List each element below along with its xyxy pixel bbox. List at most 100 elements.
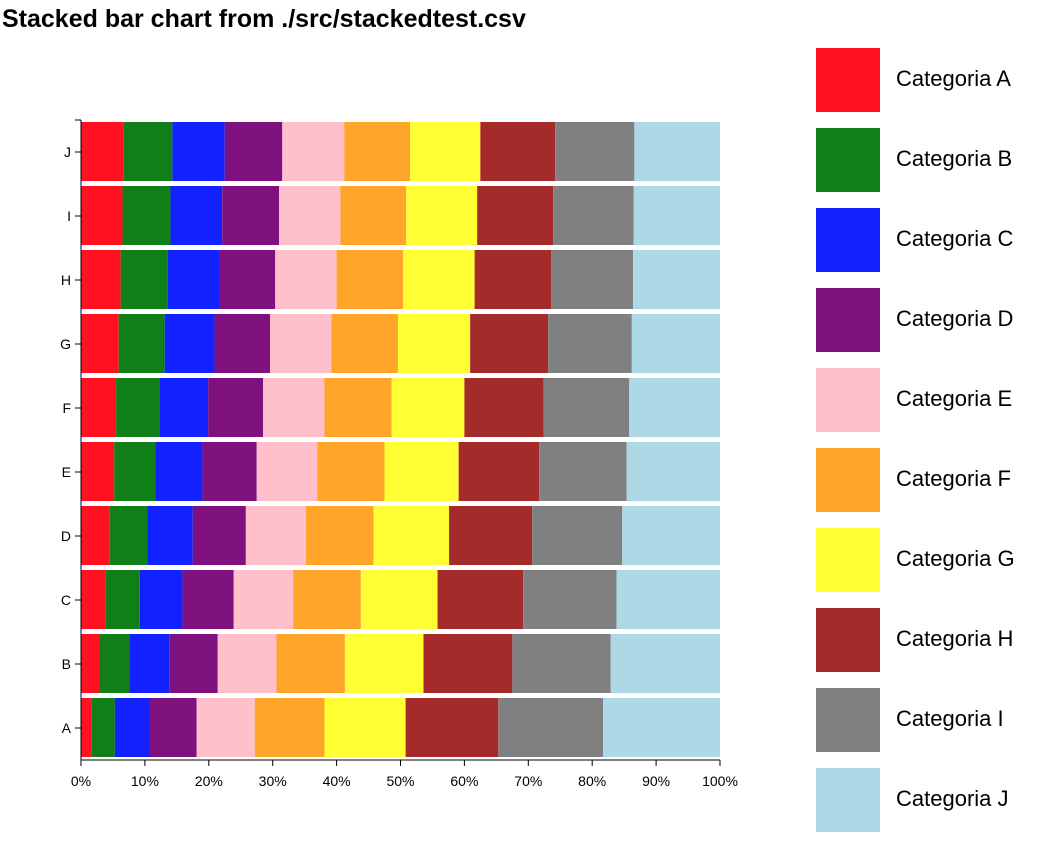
bar-segment-g-4 — [214, 314, 271, 373]
bar-segment-c-1 — [81, 570, 106, 629]
bar-segment-g-5 — [270, 314, 332, 373]
legend-swatch-7 — [816, 528, 880, 592]
bar-segment-d-9 — [532, 506, 623, 565]
y-tick-label-b: B — [62, 656, 71, 672]
bar-segment-f-10 — [629, 378, 720, 437]
bar-segment-i-7 — [406, 186, 478, 245]
bar-segment-j-3 — [172, 122, 225, 181]
bar-segment-f-7 — [391, 378, 465, 437]
bar-segment-e-7 — [384, 442, 459, 501]
bar-segment-d-10 — [622, 506, 720, 565]
bar-segment-j-10 — [634, 122, 720, 181]
bar-segment-f-2 — [116, 378, 160, 437]
bar-segment-f-5 — [263, 378, 325, 437]
x-tick-label: 10% — [131, 773, 159, 789]
bar-segment-b-5 — [217, 634, 277, 693]
bar-segment-b-1 — [81, 634, 100, 693]
legend-swatch-8 — [816, 608, 880, 672]
bar-segment-a-3 — [114, 698, 151, 757]
bar-segment-e-5 — [256, 442, 318, 501]
y-tick-label-d: D — [61, 528, 71, 544]
legend: Categoria A Categoria B Categoria C Categor… — [816, 48, 1015, 832]
x-tick-label: 70% — [514, 773, 542, 789]
bar-segment-h-9 — [551, 250, 634, 309]
bar-segment-f-3 — [159, 378, 209, 437]
bar-segment-a-4 — [150, 698, 197, 757]
legend-swatch-9 — [816, 688, 880, 752]
bar-segment-f-6 — [324, 378, 392, 437]
bar-segment-h-7 — [403, 250, 475, 309]
bar-segment-e-3 — [155, 442, 203, 501]
x-tick-label: 90% — [642, 773, 670, 789]
legend-swatch-6 — [816, 448, 880, 512]
bar-segment-g-1 — [81, 314, 119, 373]
x-tick-label: 0% — [71, 773, 91, 789]
chart-title: Stacked bar chart from ./src/stackedtest… — [2, 5, 526, 33]
bar-segment-i-2 — [122, 186, 171, 245]
y-tick-label-f: F — [62, 400, 71, 416]
bar-segment-h-8 — [474, 250, 552, 309]
bar-segment-e-1 — [81, 442, 115, 501]
bar-segment-j-2 — [123, 122, 173, 181]
bar-segment-g-3 — [164, 314, 215, 373]
bar-segment-d-2 — [109, 506, 148, 565]
legend-swatch-3 — [816, 208, 880, 272]
bar-segment-c-10 — [616, 570, 720, 629]
y-tick-label-h: H — [61, 272, 71, 288]
bar-segment-j-1 — [81, 122, 124, 181]
legend-label-10: Categoria J — [896, 786, 1009, 811]
bar-segment-c-7 — [360, 570, 438, 629]
bar-segment-a-6 — [254, 698, 325, 757]
x-tick-label: 20% — [195, 773, 223, 789]
bar-segment-i-1 — [81, 186, 123, 245]
bar-segment-j-4 — [224, 122, 283, 181]
y-axis: A B C D E F G H I J — [60, 119, 82, 760]
bar-segment-b-6 — [276, 634, 345, 693]
y-tick-label-c: C — [61, 592, 71, 608]
bar-segment-h-3 — [167, 250, 220, 309]
bar-segment-f-9 — [543, 378, 630, 437]
bar-segment-h-4 — [219, 250, 276, 309]
bar-segment-i-6 — [340, 186, 407, 245]
legend-label-2: Categoria B — [896, 146, 1012, 171]
bar-segment-i-4 — [222, 186, 280, 245]
bar-segment-a-7 — [324, 698, 406, 757]
bar-segment-e-4 — [202, 442, 257, 501]
legend-swatch-2 — [816, 128, 880, 192]
x-tick-label: 30% — [259, 773, 287, 789]
bar-segment-e-10 — [626, 442, 720, 501]
legend-label-4: Categoria D — [896, 306, 1013, 331]
legend-swatch-1 — [816, 48, 880, 112]
legend-label-1: Categoria A — [896, 66, 1011, 91]
bar-segment-d-4 — [192, 506, 246, 565]
bar-segment-b-7 — [344, 634, 424, 693]
legend-swatch-5 — [816, 368, 880, 432]
legend-label-5: Categoria E — [896, 386, 1012, 411]
legend-label-6: Categoria F — [896, 466, 1011, 491]
bar-segment-b-9 — [512, 634, 611, 693]
legend-label-3: Categoria C — [896, 226, 1014, 251]
bar-segment-d-8 — [449, 506, 533, 565]
bar-segment-b-2 — [99, 634, 130, 693]
y-tick-label-g: G — [60, 336, 71, 352]
bar-segment-j-9 — [555, 122, 635, 181]
bar-segment-h-6 — [336, 250, 404, 309]
y-tick-label-i: I — [67, 208, 71, 224]
bar-segment-a-9 — [498, 698, 604, 757]
bar-segment-g-7 — [397, 314, 471, 373]
bar-segment-h-1 — [81, 250, 121, 309]
x-tick-label: 100% — [702, 773, 738, 789]
bar-segment-e-2 — [114, 442, 156, 501]
bar-segment-i-5 — [279, 186, 341, 245]
bar-segment-g-2 — [118, 314, 165, 373]
bar-segment-c-6 — [293, 570, 361, 629]
bar-segment-j-7 — [410, 122, 481, 181]
bar-segment-b-10 — [610, 634, 720, 693]
bar-segment-i-3 — [170, 186, 223, 245]
bar-segment-g-6 — [331, 314, 398, 373]
bar-segment-i-8 — [477, 186, 554, 245]
bar-segment-c-4 — [182, 570, 234, 629]
bar-segment-c-9 — [523, 570, 617, 629]
legend-swatch-10 — [816, 768, 880, 832]
